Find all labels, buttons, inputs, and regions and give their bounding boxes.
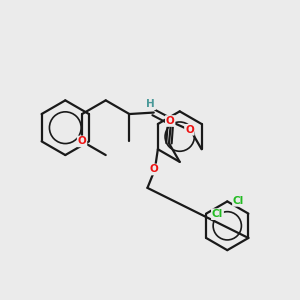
Text: O: O: [78, 136, 86, 146]
Text: O: O: [149, 164, 158, 175]
Text: Cl: Cl: [233, 196, 244, 206]
Text: O: O: [185, 125, 194, 135]
Text: O: O: [166, 116, 175, 126]
Text: H: H: [146, 99, 155, 109]
Text: Cl: Cl: [212, 209, 223, 219]
